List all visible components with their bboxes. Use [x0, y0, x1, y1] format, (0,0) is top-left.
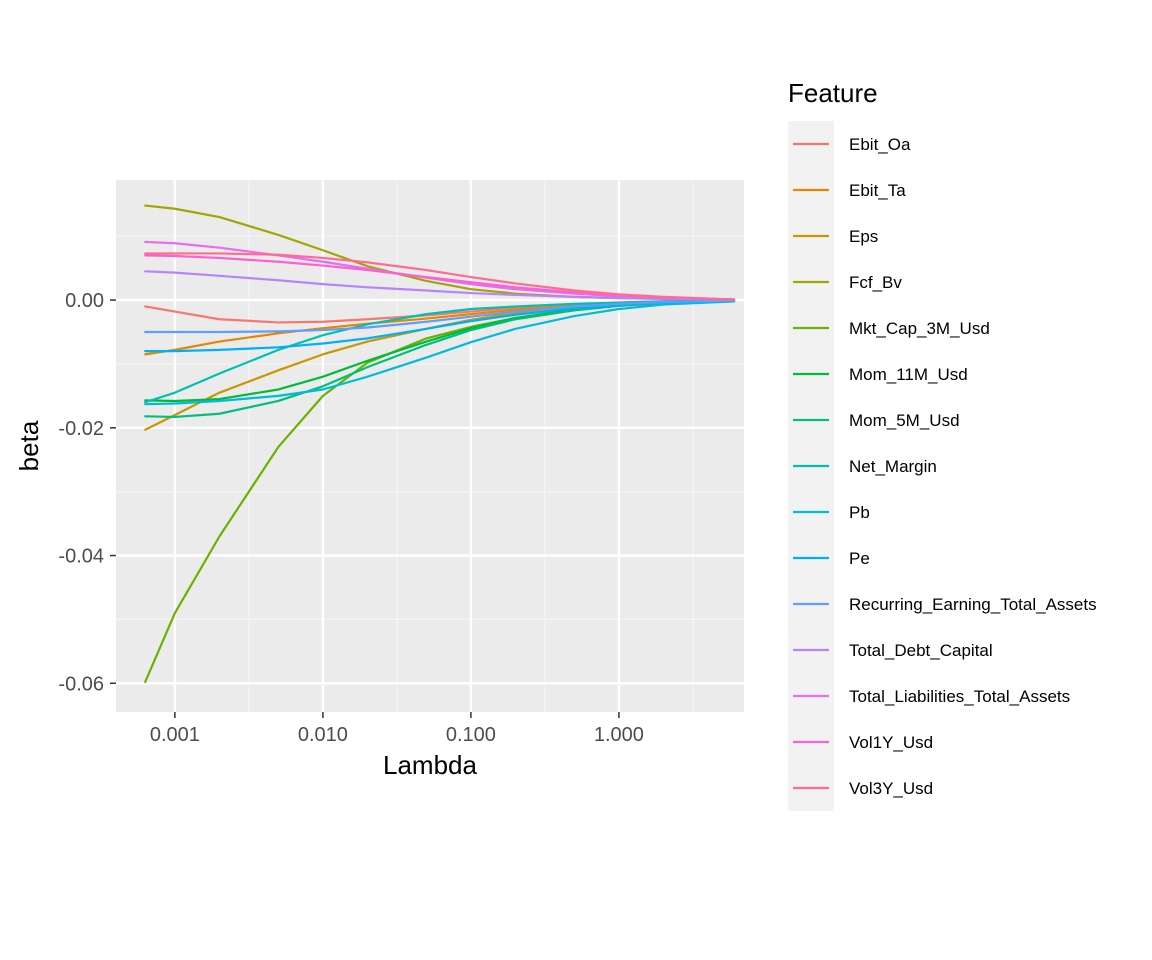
- legend-title: Feature: [788, 78, 878, 108]
- legend-label: Mkt_Cap_3M_Usd: [849, 319, 990, 338]
- legend: Feature Ebit_Oa Ebit_Ta Eps Fcf_Bv Mkt_Cap_3…: [788, 78, 1097, 811]
- series-line: [144, 300, 736, 406]
- x-tick-label: 0.100: [446, 724, 496, 746]
- series-line: [144, 270, 736, 301]
- x-tick-label: 1.000: [594, 724, 644, 746]
- legend-label: Pb: [849, 503, 870, 522]
- legend-label: Total_Debt_Capital: [849, 641, 993, 660]
- x-tick-label: 0.001: [150, 724, 200, 746]
- axes: 0.001 0.010 0.100 1.000 0.00 -0.02 -0.04 -0.06: [58, 290, 644, 746]
- series-line: [144, 299, 736, 404]
- plot-panel: [116, 180, 744, 712]
- x-tick-label: 0.010: [298, 724, 348, 746]
- legend-label: Ebit_Ta: [849, 181, 906, 200]
- series-lines: [144, 204, 736, 684]
- series-line: [144, 299, 736, 353]
- legend-label: Vol3Y_Usd: [849, 779, 933, 798]
- legend-label: Recurring_Earning_Total_Assets: [849, 595, 1097, 614]
- y-tick-label: -0.02: [58, 418, 104, 440]
- legend-label: Pe: [849, 549, 870, 568]
- legend-label: Mom_5M_Usd: [849, 411, 960, 430]
- grid-lines: [116, 180, 744, 712]
- x-axis-title: Lambda: [383, 750, 477, 780]
- legend-label: Eps: [849, 227, 878, 246]
- y-axis-title: beta: [14, 420, 44, 471]
- legend-label: Vol1Y_Usd: [849, 733, 933, 752]
- y-tick-label: -0.04: [58, 546, 104, 568]
- series-line: [144, 252, 736, 301]
- y-tick-label: -0.06: [58, 673, 104, 695]
- series-line: [144, 254, 736, 301]
- series-line: [144, 299, 736, 334]
- legend-items: Ebit_Oa Ebit_Ta Eps Fcf_Bv Mkt_Cap_3M_Usd Mom…: [788, 121, 1097, 811]
- y-tick-label: 0.00: [65, 290, 104, 312]
- legend-label: Mom_11M_Usd: [849, 365, 968, 384]
- legend-label: Net_Margin: [849, 457, 937, 476]
- legend-label: Ebit_Oa: [849, 135, 911, 154]
- legend-label: Fcf_Bv: [849, 273, 902, 292]
- legend-label: Total_Liabilities_Total_Assets: [849, 687, 1070, 706]
